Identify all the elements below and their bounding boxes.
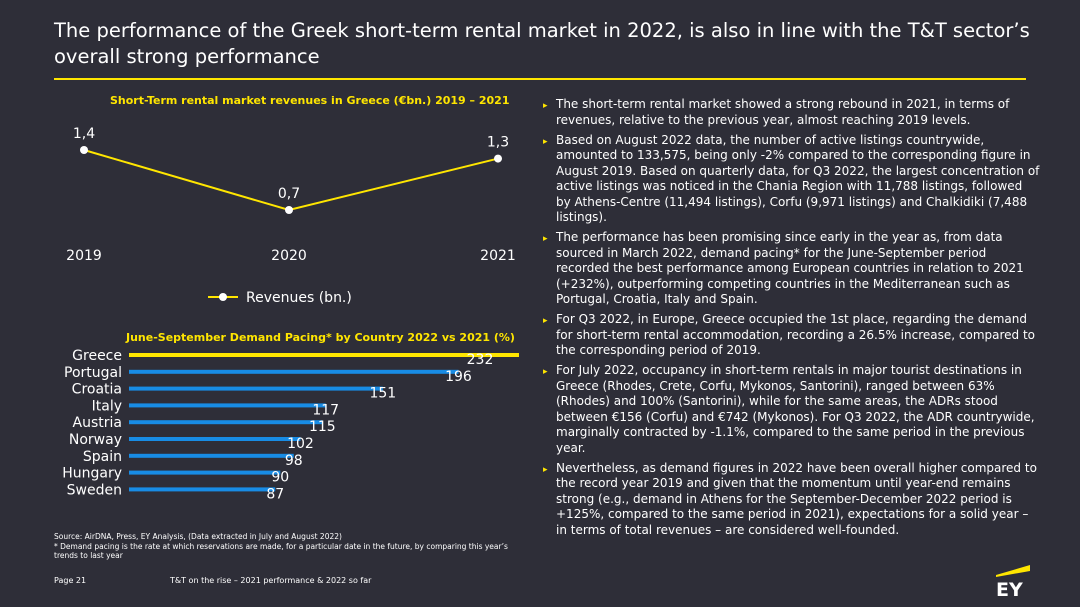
svg-text:EY: EY xyxy=(996,579,1023,599)
footer-text: T&T on the rise – 2021 performance & 202… xyxy=(170,576,372,585)
source-note: Source: AirDNA, Press, EY Analysis, (Dat… xyxy=(54,532,534,561)
bar-chart-title: June-September Demand Pacing* by Country… xyxy=(126,331,515,344)
bullet-item: ▸ The short-term rental market showed a s… xyxy=(540,97,1040,128)
bullet-marker-icon: ▸ xyxy=(543,136,548,147)
bar-italy xyxy=(129,403,326,408)
category-label: Norway xyxy=(69,432,122,448)
bullet-text: For Q3 2022, in Europe, Greece occupied … xyxy=(556,312,1036,357)
bullet-item: ▸ Nevertheless, as demand figures in 2022… xyxy=(540,461,1040,539)
value-label: 90 xyxy=(271,470,289,486)
value-label: 117 xyxy=(312,402,339,418)
category-label: Sweden xyxy=(67,482,122,498)
data-label: 0,7 xyxy=(278,186,300,202)
bullet-item: ▸ For Q3 2022, in Europe, Greece occupied… xyxy=(540,312,1040,359)
bar-norway xyxy=(129,437,301,441)
bar-greece xyxy=(129,353,519,357)
bullet-item: ▸ Based on August 2022 data, the number o… xyxy=(540,133,1040,226)
data-label: 1,4 xyxy=(73,126,95,142)
source-text: Source: AirDNA, Press, EY Analysis, (Dat… xyxy=(54,532,342,541)
footnote-text: * Demand pacing is the rate at which res… xyxy=(54,541,508,561)
x-tick-label: 2019 xyxy=(66,248,102,264)
bullet-marker-icon: ▸ xyxy=(543,367,548,377)
legend-label: Revenues (bn.) xyxy=(246,290,352,306)
ey-logo: EY xyxy=(996,565,1030,599)
value-label: 98 xyxy=(285,453,303,469)
category-label: Croatia xyxy=(72,382,122,398)
bar-sweden xyxy=(129,487,276,492)
bar-austria xyxy=(129,420,323,425)
bullet-text: The performance has been promising since… xyxy=(556,230,1024,306)
demand-pacing-bar-chart: Greece 232 Portugal 196 Croatia 151 Italy 117 Au… xyxy=(62,348,519,500)
revenue-line-chart: 1,4 0,7 1,3 2019 2020 2021 Revenues (bn.) xyxy=(66,126,516,306)
category-label: Italy xyxy=(92,398,122,414)
bullet-text: Nevertheless, as demand figures in 2022 … xyxy=(556,460,1037,537)
page-number: Page 21 xyxy=(54,576,87,585)
value-label: 102 xyxy=(287,436,314,452)
value-label: 151 xyxy=(369,386,396,402)
bar-portugal xyxy=(129,369,459,374)
category-label: Hungary xyxy=(62,466,122,482)
bullet-text: The short-term rental market showed a st… xyxy=(556,97,1010,127)
bullet-marker-icon: ▸ xyxy=(543,464,548,475)
category-label: Greece xyxy=(72,348,122,364)
bullet-marker-icon: ▸ xyxy=(543,316,548,326)
page-title: The performance of the Greek short-term … xyxy=(54,19,1030,68)
value-label: 115 xyxy=(309,419,336,435)
value-label: 87 xyxy=(266,486,284,500)
bullet-item: ▸ The performance has been promising sinc… xyxy=(540,230,1040,308)
bullet-text: For July 2022, occupancy in short-term r… xyxy=(556,363,1035,455)
revenue-point-2021 xyxy=(494,154,502,163)
line-chart-title: Short-Term rental market revenues in Gre… xyxy=(110,94,510,107)
x-tick-label: 2020 xyxy=(271,248,307,264)
revenue-point-2019 xyxy=(80,146,88,154)
bullet-marker-icon: ▸ xyxy=(543,234,548,244)
x-tick-label: 2021 xyxy=(480,248,516,264)
bullet-item: ▸ For July 2022, occupancy in short-term … xyxy=(540,363,1040,456)
bar-hungary xyxy=(129,470,281,475)
category-label: Spain xyxy=(83,449,122,465)
bullet-text: Based on August 2022 data, the number of… xyxy=(556,132,1040,225)
legend-marker-icon xyxy=(219,293,227,301)
value-label: 196 xyxy=(445,369,472,385)
bar-croatia xyxy=(129,386,383,391)
category-label: Portugal xyxy=(64,365,122,381)
category-label: Austria xyxy=(73,415,122,431)
bullet-list: ▸ The short-term rental market showed a s… xyxy=(540,97,1040,543)
value-label: 232 xyxy=(467,352,494,368)
data-label: 1,3 xyxy=(487,135,509,151)
revenue-point-2020 xyxy=(285,206,293,214)
title-divider xyxy=(54,78,1026,80)
bullet-marker-icon: ▸ xyxy=(543,101,548,111)
bar-spain xyxy=(129,453,294,458)
